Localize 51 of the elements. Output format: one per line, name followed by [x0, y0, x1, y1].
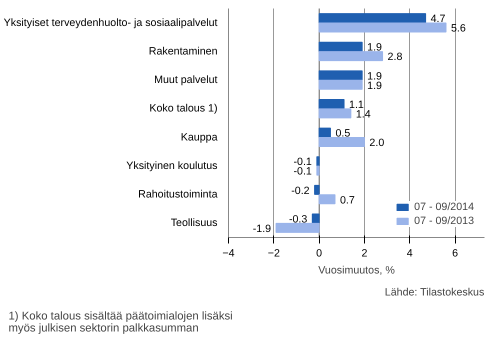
- bar: [314, 184, 320, 195]
- y-tick-label: Yksityiset terveydenhuolto- ja sosiaalipalvelut: [4, 16, 218, 29]
- y-tick-label: Yksityinen koulutus: [126, 160, 218, 172]
- data-label: 1.9: [367, 70, 382, 82]
- bar: [316, 156, 320, 166]
- bar: [318, 80, 363, 90]
- y-tick-label: Kauppa: [180, 131, 218, 144]
- data-label: -1.9: [252, 222, 272, 235]
- bar: [312, 213, 320, 224]
- y-tick-label: Koko talous 1): [149, 102, 218, 115]
- data-label: 2.8: [388, 51, 402, 64]
- data-label: 0.5: [335, 128, 350, 140]
- x-tick-label: 0: [316, 248, 322, 260]
- data-label: 1.1: [349, 98, 364, 111]
- bar: [316, 166, 320, 176]
- bar: [276, 222, 320, 233]
- data-label: 0.7: [340, 194, 355, 206]
- y-tick-label: Muut palvelut: [154, 74, 218, 86]
- data-label: -0.3: [288, 213, 308, 226]
- data-label: 4.7: [430, 13, 446, 26]
- data-label: 1.9: [367, 80, 382, 92]
- x-tick-label: 6: [452, 248, 458, 260]
- legend-label: 07 - 09/2013: [414, 215, 474, 227]
- bar: [318, 98, 345, 109]
- legend-label: 07 - 09/2014: [414, 201, 474, 213]
- y-tick-label: Teollisuus: [170, 217, 218, 230]
- data-label: -0.1: [293, 156, 312, 168]
- data-label: 1.9: [367, 42, 382, 54]
- x-axis-title: Vuosimuutos, %: [318, 264, 396, 276]
- x-tick-label: −2: [268, 248, 280, 260]
- x-tick-label: 4: [406, 248, 413, 260]
- data-label: -0.2: [291, 184, 310, 197]
- text: Lähde: Tilastokeskus: [384, 286, 484, 298]
- bar: [318, 70, 363, 80]
- y-tick-label: Rakentaminen: [148, 45, 218, 58]
- x-tick-label: 2: [361, 248, 368, 260]
- data-label: 1.4: [356, 108, 371, 120]
- data-label: 2.0: [369, 137, 384, 150]
- bar: [318, 51, 384, 62]
- bar: [318, 194, 336, 204]
- data-label: -0.1: [293, 166, 312, 178]
- x-tick-label: −4: [222, 248, 235, 260]
- y-tick-label: Rahoitustoiminta: [138, 188, 218, 201]
- bar: [318, 128, 331, 138]
- text: 1) Koko talous sisältää päätoimialojen lisäksi myös julkisen sektorin palkkasumman: [8, 310, 233, 334]
- bar: [318, 137, 365, 148]
- bar: [318, 13, 426, 24]
- data-label: 5.6: [450, 22, 466, 35]
- bar: [318, 22, 446, 33]
- bar: [318, 42, 363, 52]
- bar: [318, 108, 352, 118]
